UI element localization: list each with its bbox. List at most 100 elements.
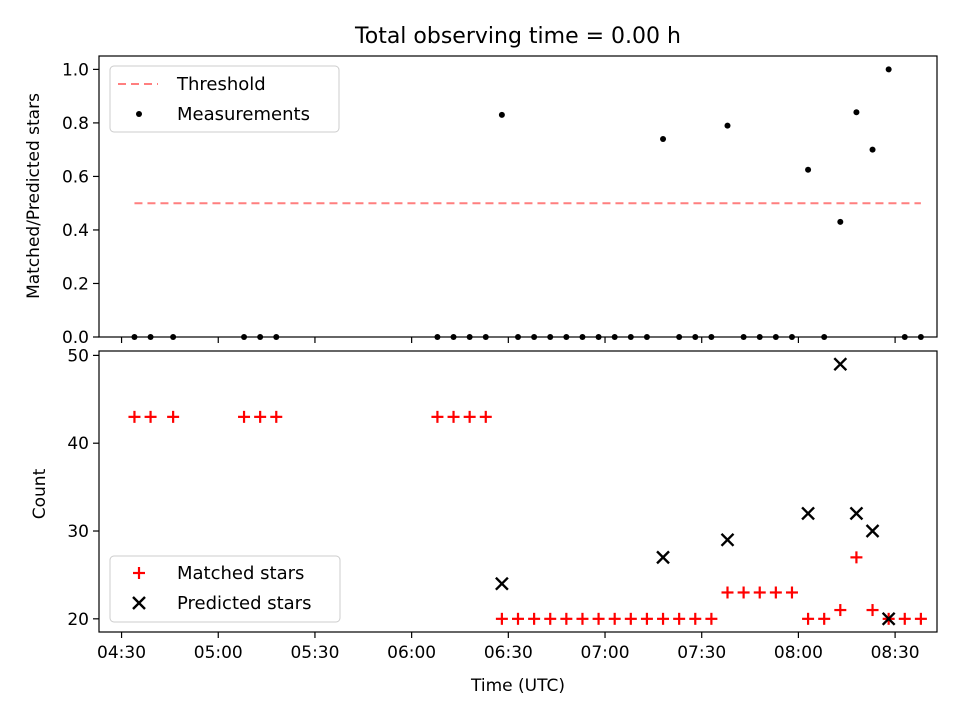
matched-star-point xyxy=(689,612,702,625)
predicted-star-points xyxy=(495,357,896,626)
measurement-point xyxy=(547,334,554,340)
matched-star-point xyxy=(495,612,508,625)
bottom-plot-frame xyxy=(98,350,938,633)
measurement-point xyxy=(434,334,441,340)
bottom-legend-box xyxy=(109,555,341,623)
measurement-point xyxy=(627,334,634,340)
legend-matched-label: Matched stars xyxy=(177,563,304,584)
legend-matched-swatch xyxy=(133,567,145,579)
matched-star-point xyxy=(753,586,766,599)
matched-star-point xyxy=(866,604,879,617)
x-tick-label: 04:30 xyxy=(97,643,146,663)
measurement-point xyxy=(772,334,779,340)
measurement-point xyxy=(273,334,280,340)
top-y-axis-label: Matched/Predicted stars xyxy=(24,93,44,299)
matched-star-point xyxy=(818,612,831,625)
predicted-star-point xyxy=(865,524,880,538)
measurement-point xyxy=(805,166,812,173)
measurement-point xyxy=(692,334,699,340)
predicted-star-point xyxy=(881,611,896,626)
x-tick-label: 08:30 xyxy=(871,643,920,663)
measurement-point xyxy=(740,334,747,340)
top-y-tick-label: 0.6 xyxy=(62,167,89,187)
measurement-point xyxy=(837,218,844,225)
bottom-y-axis-label: Count xyxy=(30,468,50,519)
top-legend-box xyxy=(109,65,340,133)
matched-star-point xyxy=(802,612,815,625)
measurement-point xyxy=(257,334,264,340)
legend-measurements-label: Measurements xyxy=(177,104,310,125)
matched-star-point xyxy=(737,586,750,599)
matched-star-point xyxy=(705,612,718,625)
x-axis-label: Time (UTC) xyxy=(470,676,565,696)
measurement-point xyxy=(563,334,570,340)
measurement-point xyxy=(643,334,650,340)
measurement-point xyxy=(241,334,248,340)
matched-star-point xyxy=(898,612,911,625)
x-tick-label: 07:00 xyxy=(581,643,630,663)
measurement-point xyxy=(466,334,473,340)
x-tick-label: 06:00 xyxy=(387,643,436,663)
matched-star-point xyxy=(850,551,863,564)
measurement-point xyxy=(531,334,538,340)
chart-title: Total observing time = 0.00 h xyxy=(354,24,681,49)
measurement-point xyxy=(853,109,860,116)
measurement-point xyxy=(821,334,828,340)
legend-predicted-swatch xyxy=(132,596,146,610)
matched-star-point xyxy=(447,410,460,423)
matched-star-point xyxy=(431,410,444,423)
predicted-star-point xyxy=(656,550,670,565)
matched-star-point xyxy=(673,612,686,625)
measurement-point xyxy=(917,334,924,340)
matched-star-point xyxy=(914,612,927,625)
top-y-tick-label: 0.4 xyxy=(62,221,89,241)
bottom-x-ticks: 04:30 05:00 05:30 06:00 06:30 07:00 07:30 08:00… xyxy=(97,632,920,663)
matched-star-point xyxy=(238,410,251,423)
matched-star-point xyxy=(144,410,157,423)
top-x-ticks xyxy=(120,337,896,343)
measurement-point xyxy=(724,122,731,129)
matched-star-point xyxy=(463,410,476,423)
measurement-point xyxy=(579,334,586,340)
bottom-legend: Matched stars Predicted stars xyxy=(109,555,341,623)
matched-star-point xyxy=(721,586,734,599)
bottom-y-tick-label: 40 xyxy=(67,434,89,454)
matched-star-point xyxy=(657,612,670,625)
predicted-star-point xyxy=(849,506,864,521)
measurement-point xyxy=(131,334,138,340)
bottom-y-tick-label: 20 xyxy=(67,610,89,630)
predicted-star-point xyxy=(833,357,848,372)
x-tick-label: 06:30 xyxy=(484,643,533,663)
bottom-y-tick-label: 30 xyxy=(67,522,89,542)
measurement-point xyxy=(611,334,618,340)
bottom-y-ticks: 20 30 40 50 xyxy=(67,346,99,630)
matched-star-point xyxy=(592,612,605,625)
measurement-point xyxy=(869,146,876,153)
measurement-point xyxy=(515,334,521,340)
top-legend: Threshold Measurements xyxy=(109,65,340,133)
measurement-point xyxy=(885,66,892,73)
measurement-point xyxy=(676,334,683,340)
predicted-star-point xyxy=(801,506,815,521)
legend-measurements-swatch xyxy=(136,111,142,117)
matched-star-point xyxy=(640,612,653,625)
matched-star-point xyxy=(785,586,798,599)
matched-star-point xyxy=(128,410,141,423)
matched-star-points xyxy=(128,410,927,625)
matched-star-point xyxy=(167,410,180,423)
matched-star-point xyxy=(834,604,847,617)
measurement-point xyxy=(482,334,489,340)
top-y-tick-label: 0.0 xyxy=(62,328,89,348)
legend-x-marker xyxy=(132,596,146,610)
x-tick-label: 07:30 xyxy=(677,643,726,663)
legend-threshold-label: Threshold xyxy=(176,74,266,95)
predicted-star-point xyxy=(720,532,735,547)
matched-star-point xyxy=(479,410,492,423)
x-tick-label: 08:00 xyxy=(774,643,823,663)
top-y-ticks: 0.0 0.2 0.4 0.6 0.8 1.0 xyxy=(62,60,99,348)
measurement-point xyxy=(901,334,908,340)
matched-star-point xyxy=(576,612,589,625)
predicted-star-point xyxy=(495,576,509,591)
